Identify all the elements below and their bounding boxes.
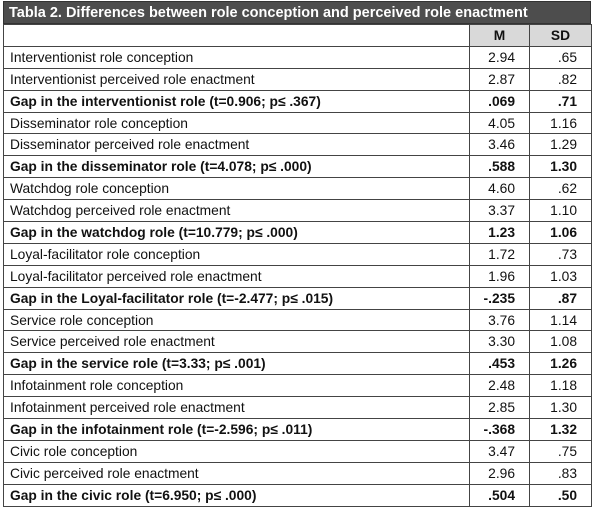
gap-row: Gap in the service role (t=3.33; p≤ .001… bbox=[3, 352, 592, 376]
sd-cell: 1.10 bbox=[529, 199, 592, 223]
row-label: Civic perceived role enactment bbox=[3, 461, 470, 485]
mean-cell: 3.37 bbox=[469, 199, 530, 223]
mean-cell: 3.30 bbox=[469, 330, 530, 354]
row-label: Gap in the service role (t=3.33; p≤ .001… bbox=[3, 352, 470, 376]
sd-cell: 1.32 bbox=[529, 418, 592, 441]
sd-cell: 1.29 bbox=[529, 133, 592, 157]
sd-cell: 1.30 bbox=[529, 396, 592, 420]
data-row: Infotainment role conception 2.48 1.18 bbox=[3, 374, 592, 398]
mean-cell: 2.87 bbox=[469, 67, 530, 91]
mean-cell: .588 bbox=[469, 155, 530, 179]
table: M SD Interventionist role conception 2.94… bbox=[3, 24, 592, 507]
row-label: Interventionist perceived role enactment bbox=[3, 67, 470, 91]
mean-cell: .504 bbox=[469, 483, 530, 507]
row-label: Disseminator perceived role enactment bbox=[3, 133, 470, 157]
mean-cell: 3.47 bbox=[469, 439, 530, 463]
row-label: Loyal-facilitator perceived role enactme… bbox=[3, 264, 470, 288]
sd-cell: 1.18 bbox=[529, 374, 592, 398]
table-title: Tabla 2. Differences between role concep… bbox=[3, 1, 591, 24]
sd-cell: 1.06 bbox=[529, 221, 592, 244]
row-label: Gap in the Loyal-facilitator role (t=-2.… bbox=[3, 286, 470, 310]
data-row: Interventionist perceived role enactment… bbox=[3, 67, 592, 91]
gap-row: Gap in the interventionist role (t=0.906… bbox=[3, 89, 592, 113]
mean-cell: 2.48 bbox=[469, 374, 530, 398]
gap-row: Gap in the civic role (t=6.950; p≤ .000)… bbox=[3, 483, 592, 507]
data-row: Loyal-facilitator role conception 1.72.73 bbox=[3, 242, 592, 266]
table-body: Interventionist role conception 2.94.65 In… bbox=[3, 45, 592, 507]
sd-cell: .75 bbox=[529, 439, 592, 463]
row-label: Service perceived role enactment bbox=[3, 330, 470, 354]
data-row: Infotainment perceived role enactment 2.8… bbox=[3, 396, 592, 420]
mean-cell: 2.85 bbox=[469, 396, 530, 420]
sd-cell: .82 bbox=[529, 67, 592, 91]
mean-cell: 4.60 bbox=[469, 177, 530, 201]
data-row: Watchdog role conception 4.60.62 bbox=[3, 177, 592, 201]
gap-row: Gap in the infotainment role (t=-2.596; … bbox=[3, 418, 592, 441]
header-cell: M bbox=[469, 24, 530, 47]
data-row: Watchdog perceived role enactment 3.37 1.1… bbox=[3, 199, 592, 223]
sd-cell: .62 bbox=[529, 177, 592, 201]
sd-cell: 1.08 bbox=[529, 330, 592, 354]
table-container: Tabla 2. Differences between role concep… bbox=[3, 1, 592, 507]
sd-cell: .73 bbox=[529, 242, 592, 266]
data-row: Disseminator perceived role enactment 3.4… bbox=[3, 133, 592, 157]
header-row: M SD bbox=[3, 24, 592, 47]
data-row: Disseminator role conception 4.05 1.16 bbox=[3, 111, 592, 135]
row-label: Gap in the civic role (t=6.950; p≤ .000) bbox=[3, 483, 470, 507]
row-label: Gap in the interventionist role (t=0.906… bbox=[3, 89, 470, 113]
mean-cell: .069 bbox=[469, 89, 530, 113]
mean-cell: 4.05 bbox=[469, 111, 530, 135]
sd-cell: .87 bbox=[529, 286, 592, 310]
mean-cell: .453 bbox=[469, 352, 530, 376]
row-label: Loyal-facilitator role conception bbox=[3, 242, 470, 266]
sd-cell: .83 bbox=[529, 461, 592, 485]
data-row: Loyal-facilitator perceived role enactme… bbox=[3, 264, 592, 288]
mean-cell: 1.23 bbox=[469, 221, 530, 244]
mean-cell: 1.96 bbox=[469, 264, 530, 288]
sd-cell: 1.03 bbox=[529, 264, 592, 288]
sd-cell: 1.26 bbox=[529, 352, 592, 376]
mean-cell: 2.96 bbox=[469, 461, 530, 485]
sd-cell: 1.14 bbox=[529, 308, 592, 332]
sd-cell: 1.16 bbox=[529, 111, 592, 135]
data-row: Civic role conception 3.47.75 bbox=[3, 439, 592, 463]
mean-cell: 3.76 bbox=[469, 308, 530, 332]
gap-row: Gap in the disseminator role (t=4.078; p… bbox=[3, 155, 592, 179]
row-label: Infotainment role conception bbox=[3, 374, 470, 398]
sd-cell: .50 bbox=[529, 483, 592, 507]
row-label: Civic role conception bbox=[3, 439, 470, 463]
mean-cell: -.235 bbox=[469, 286, 530, 310]
data-row: Civic perceived role enactment 2.96.83 bbox=[3, 461, 592, 485]
gap-row: Gap in the watchdog role (t=10.779; p≤ .… bbox=[3, 221, 592, 244]
mean-cell: -.368 bbox=[469, 418, 530, 441]
sd-cell: .65 bbox=[529, 45, 592, 69]
header-cell: SD bbox=[529, 24, 592, 47]
row-label: Gap in the disseminator role (t=4.078; p… bbox=[3, 155, 470, 179]
mean-cell: 2.94 bbox=[469, 45, 530, 69]
row-label: Infotainment perceived role enactment bbox=[3, 396, 470, 420]
row-label: Gap in the watchdog role (t=10.779; p≤ .… bbox=[3, 221, 470, 244]
row-label: Watchdog perceived role enactment bbox=[3, 199, 470, 223]
row-label: Gap in the infotainment role (t=-2.596; … bbox=[3, 418, 470, 441]
data-row: Interventionist role conception 2.94.65 bbox=[3, 45, 592, 69]
sd-cell: .71 bbox=[529, 89, 592, 113]
data-row: Service role conception 3.76 1.14 bbox=[3, 308, 592, 332]
row-label: Interventionist role conception bbox=[3, 45, 470, 69]
row-label: Service role conception bbox=[3, 308, 470, 332]
header-cell bbox=[3, 24, 470, 47]
row-label: Watchdog role conception bbox=[3, 177, 470, 201]
gap-row: Gap in the Loyal-facilitator role (t=-2.… bbox=[3, 286, 592, 310]
sd-cell: 1.30 bbox=[529, 155, 592, 179]
mean-cell: 1.72 bbox=[469, 242, 530, 266]
row-label: Disseminator role conception bbox=[3, 111, 470, 135]
data-row: Service perceived role enactment 3.30 1.08 bbox=[3, 330, 592, 354]
mean-cell: 3.46 bbox=[469, 133, 530, 157]
